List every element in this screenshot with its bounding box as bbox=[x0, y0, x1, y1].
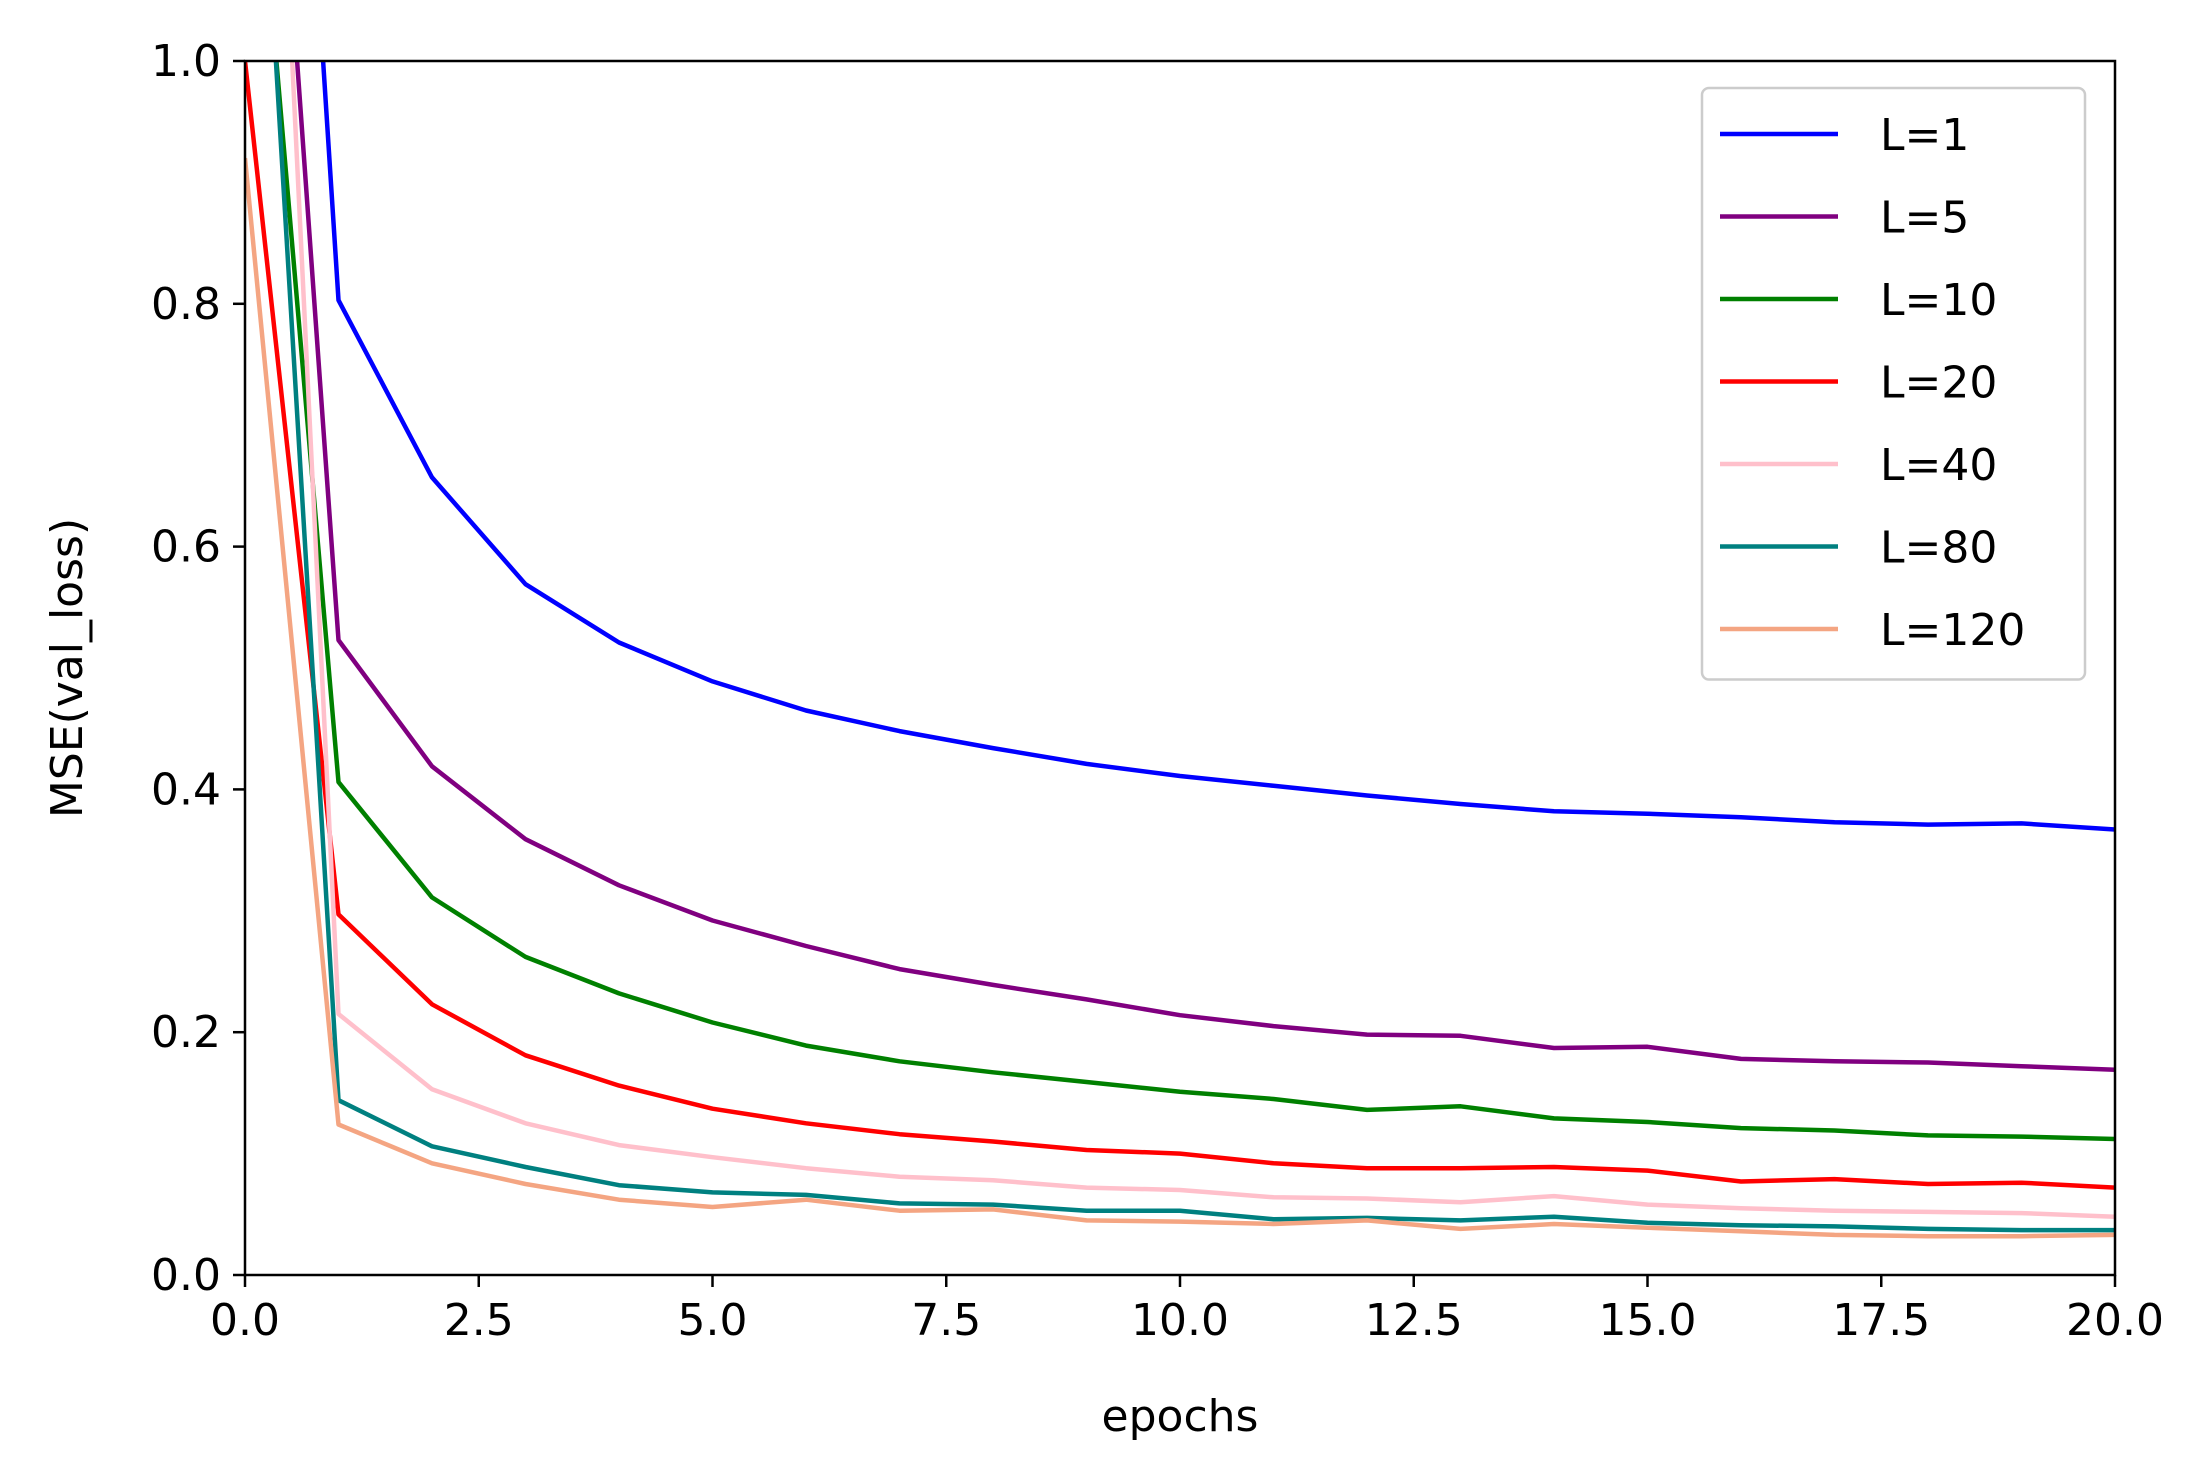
series-line-4 bbox=[245, 61, 2115, 1190]
legend-label-4: L=20 bbox=[1880, 358, 1997, 409]
series-line-3 bbox=[274, 61, 2115, 1142]
x-axis: 0.0 2.5 5.0 7.5 10.0 12.5 15.0 17.5 20.0 bbox=[210, 1275, 2164, 1346]
legend-label-5: L=40 bbox=[1880, 440, 1997, 491]
x-axis-label: epochs bbox=[1102, 1391, 1259, 1442]
series-line-1 bbox=[320, 61, 2115, 832]
x-tick-label: 17.5 bbox=[1832, 1295, 1930, 1346]
series-line-2 bbox=[294, 61, 2115, 1073]
series-line-7 bbox=[245, 157, 2115, 1239]
legend-label-6: L=80 bbox=[1880, 523, 1997, 574]
y-tick-label: 0.0 bbox=[151, 1250, 221, 1301]
x-tick-label: 10.0 bbox=[1131, 1295, 1229, 1346]
x-tick-label: 15.0 bbox=[1599, 1295, 1697, 1346]
y-axis: 0.0 0.2 0.4 0.6 0.8 1.0 bbox=[151, 36, 245, 1301]
x-tick-label: 12.5 bbox=[1365, 1295, 1463, 1346]
series-line-5 bbox=[289, 61, 2115, 1219]
legend-label-2: L=5 bbox=[1880, 193, 1969, 244]
x-tick-label: 2.5 bbox=[444, 1295, 514, 1346]
series-line-6 bbox=[273, 61, 2115, 1233]
y-tick-label: 1.0 bbox=[151, 36, 221, 87]
y-tick-label: 0.4 bbox=[151, 764, 221, 815]
legend-label-7: L=120 bbox=[1880, 605, 2025, 656]
x-tick-label: 7.5 bbox=[911, 1295, 981, 1346]
x-tick-label: 0.0 bbox=[210, 1295, 280, 1346]
legend-label-1: L=1 bbox=[1880, 110, 1969, 161]
legend-frame bbox=[1700, 86, 2087, 681]
y-axis-label: MSE(val_loss) bbox=[42, 518, 93, 818]
x-tick-label: 5.0 bbox=[678, 1295, 748, 1346]
y-tick-label: 0.2 bbox=[151, 1007, 221, 1058]
legend: L=1 L=5 L=10 L=20 L=40 L=80 L=120 bbox=[1700, 86, 2087, 681]
y-tick-label: 0.6 bbox=[151, 522, 221, 573]
series-layer bbox=[245, 61, 2115, 1239]
y-tick-label: 0.8 bbox=[151, 279, 221, 330]
legend-label-3: L=10 bbox=[1880, 275, 1997, 326]
x-tick-label: 20.0 bbox=[2066, 1295, 2164, 1346]
